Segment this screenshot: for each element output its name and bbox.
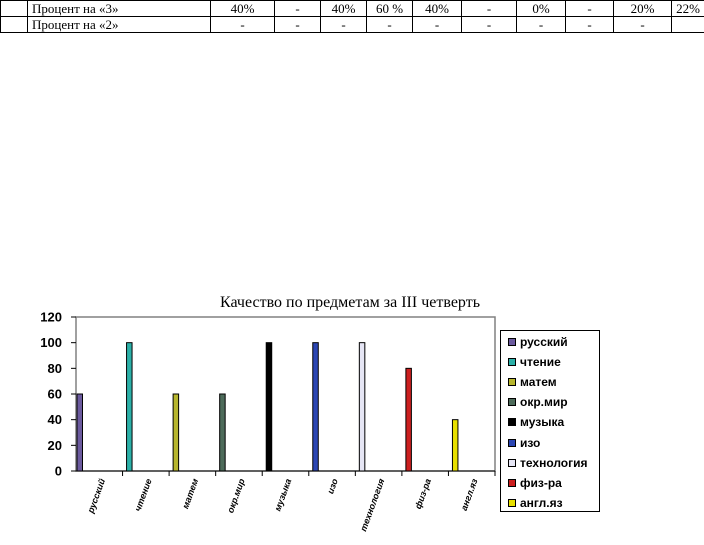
y-tick-label: 120 xyxy=(40,310,62,325)
table-cell: - xyxy=(565,0,614,17)
legend-label: технология xyxy=(520,455,588,470)
legend-swatch xyxy=(508,378,516,387)
table-cell-index xyxy=(0,16,28,33)
y-tick-label: 80 xyxy=(48,361,62,376)
table-cell: - xyxy=(412,16,462,33)
legend-label: окр.мир xyxy=(520,395,568,410)
table-cell: - xyxy=(516,16,566,33)
chart-title: Качество по предметам за III четверть xyxy=(220,294,480,311)
x-tick-label: музыка xyxy=(272,477,293,512)
legend-swatch xyxy=(508,398,516,407)
x-tick-label: технология xyxy=(358,477,387,533)
bar-физ-ра xyxy=(405,367,412,472)
legend-label: изо xyxy=(520,435,541,450)
x-tick-label: русский xyxy=(85,477,107,516)
legend-label: чтение xyxy=(520,355,561,370)
row-label: Процент на «2» xyxy=(27,16,211,33)
y-tick-label: 20 xyxy=(48,438,62,453)
legend-item: чтение xyxy=(501,352,599,372)
table-cell: - xyxy=(274,16,321,33)
legend-item: матем xyxy=(501,372,599,392)
bar-англ.яз xyxy=(451,419,459,472)
x-tick-label: матем xyxy=(180,477,200,510)
legend-swatch xyxy=(508,458,516,467)
legend-swatch xyxy=(508,338,516,347)
legend-swatch xyxy=(508,438,516,447)
legend-item: русский xyxy=(501,332,599,352)
table-cell-index xyxy=(0,0,28,17)
table-cell: - xyxy=(613,16,672,33)
x-tick-label: физ-ра xyxy=(413,477,433,510)
bar-музыка xyxy=(265,342,273,472)
table-cell: 40% xyxy=(210,0,275,17)
table-row: Процент на «2» - - - - - - - - - xyxy=(0,16,704,33)
legend-label: музыка xyxy=(520,415,565,430)
table-cell: - xyxy=(461,0,517,17)
chart-legend: русский чтение матем окр.мир музыка изо технол… xyxy=(500,330,600,512)
legend-item: окр.мир xyxy=(501,392,599,412)
legend-label: физ-ра xyxy=(520,475,562,490)
table-cell: 40% xyxy=(320,0,367,17)
legend-item: физ-ра xyxy=(501,473,599,493)
table-cell: - xyxy=(274,0,321,17)
x-tick-label: изо xyxy=(325,477,340,495)
table-cell: 40% xyxy=(412,0,462,17)
bar-изо xyxy=(312,342,319,472)
y-tick-label: 0 xyxy=(55,464,62,479)
legend-swatch xyxy=(508,418,516,427)
bar-технология xyxy=(358,342,366,472)
table-cell: 22% xyxy=(671,0,704,17)
table-cell: - xyxy=(565,16,614,33)
table-cell: - xyxy=(320,16,367,33)
grade-table: Процент на «3» 40% - 40% 60 % 40% - 0% -… xyxy=(0,0,704,33)
table-row: Процент на «3» 40% - 40% 60 % 40% - 0% -… xyxy=(0,0,704,17)
bar-матем xyxy=(172,393,180,472)
y-tick-label: 40 xyxy=(48,412,62,427)
bar-chart: 0 20 40 60 80 100 120 русский чтение матем окр.ми… xyxy=(40,310,496,533)
legend-swatch xyxy=(508,478,516,487)
table-cell xyxy=(671,16,704,33)
bar-чтение xyxy=(126,342,133,472)
bar-русский xyxy=(76,393,83,472)
bar-окр.мир xyxy=(219,393,226,472)
legend-item: технология xyxy=(501,453,599,473)
table-cell: - xyxy=(461,16,517,33)
table-cell: - xyxy=(210,16,275,33)
table-cell: 60 % xyxy=(366,0,413,17)
legend-label: русский xyxy=(520,335,568,350)
legend-item: англ.яз xyxy=(501,493,599,513)
legend-label: англ.яз xyxy=(520,495,563,510)
x-tick-label: окр.мир xyxy=(225,477,247,514)
table-cell: 0% xyxy=(516,0,566,17)
table-cell: 20% xyxy=(613,0,672,17)
table-cell: - xyxy=(366,16,413,33)
legend-item: изо xyxy=(501,432,599,452)
legend-item: музыка xyxy=(501,412,599,432)
legend-label: матем xyxy=(520,375,557,390)
x-tick-label: чтение xyxy=(133,477,154,512)
x-tick-label: англ.яз xyxy=(459,477,480,512)
row-label: Процент на «3» xyxy=(27,0,211,17)
legend-swatch xyxy=(508,358,516,367)
plot-frame xyxy=(75,316,496,472)
legend-swatch xyxy=(508,498,516,507)
y-tick-label: 100 xyxy=(40,335,62,350)
y-tick-label: 60 xyxy=(48,387,62,402)
